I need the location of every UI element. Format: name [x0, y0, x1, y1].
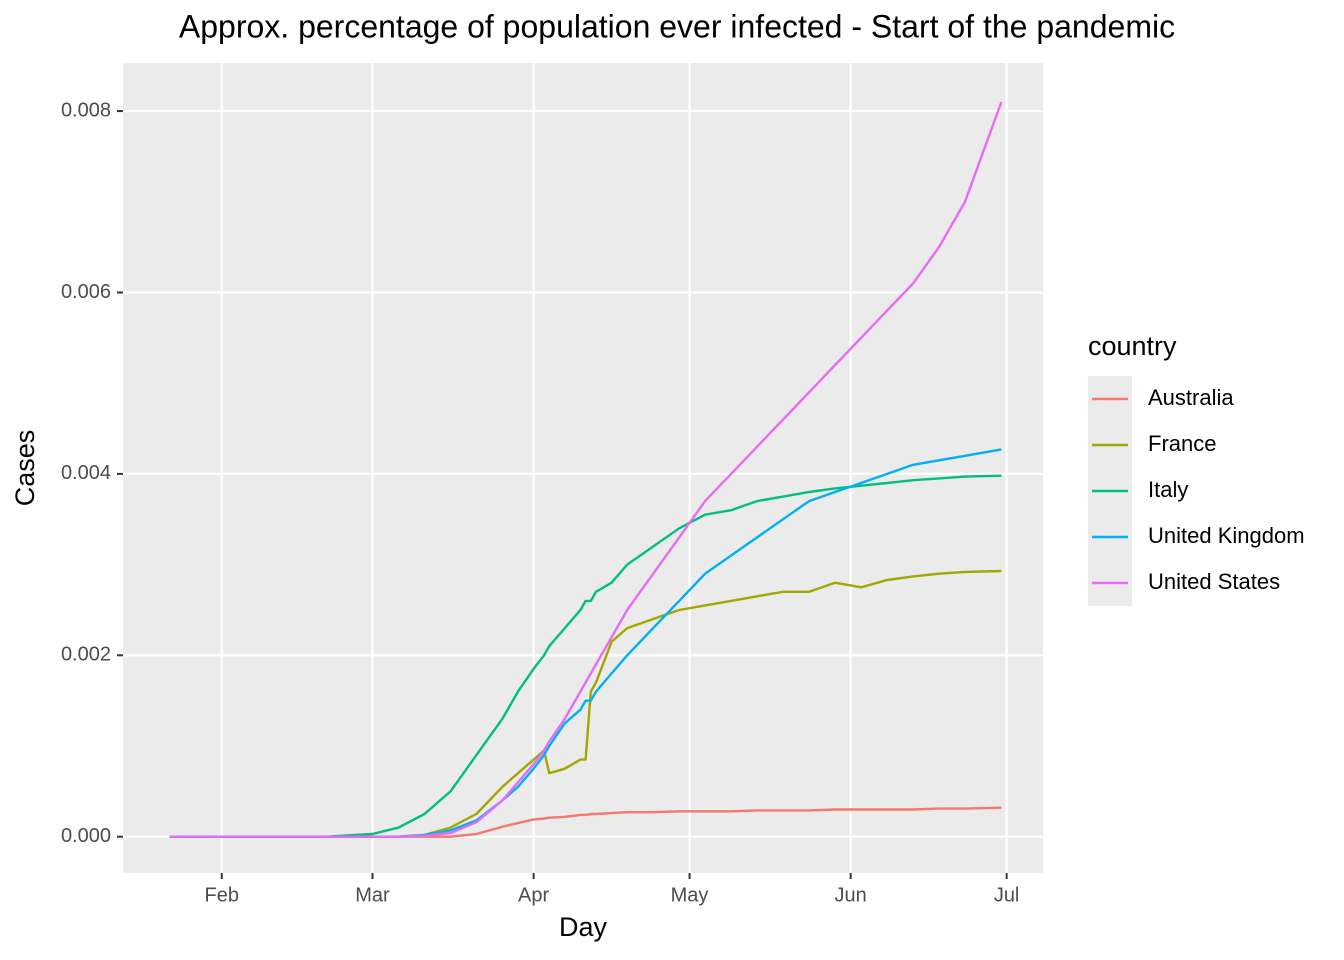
y-tick-label: 0.004	[61, 462, 111, 484]
x-tick-label: Feb	[205, 884, 239, 906]
y-tick-label: 0.006	[61, 281, 111, 303]
legend-label: France	[1148, 431, 1216, 456]
series-line	[169, 101, 1003, 838]
x-tick-label: Jul	[994, 884, 1020, 906]
x-tick-label: Apr	[518, 884, 549, 906]
y-tick-label: 0.002	[61, 644, 111, 666]
chart-title: Approx. percentage of population ever in…	[179, 8, 1175, 44]
legend-label: United Kingdom	[1148, 523, 1305, 548]
legend-title: country	[1088, 331, 1177, 361]
x-axis-label: Day	[559, 912, 608, 942]
y-tick-label: 0.008	[61, 99, 111, 121]
series-line	[169, 474, 1002, 838]
legend-label: Australia	[1148, 385, 1234, 410]
y-tick-label: 0.000	[61, 825, 111, 847]
x-tick-label: Mar	[355, 884, 390, 906]
plot-panel	[123, 63, 1043, 873]
legend-label: United States	[1148, 569, 1280, 594]
y-axis-label: Cases	[10, 430, 40, 507]
x-tick-label: May	[671, 884, 709, 906]
legend-label: Italy	[1148, 477, 1188, 502]
x-tick-label: Jun	[835, 884, 867, 906]
